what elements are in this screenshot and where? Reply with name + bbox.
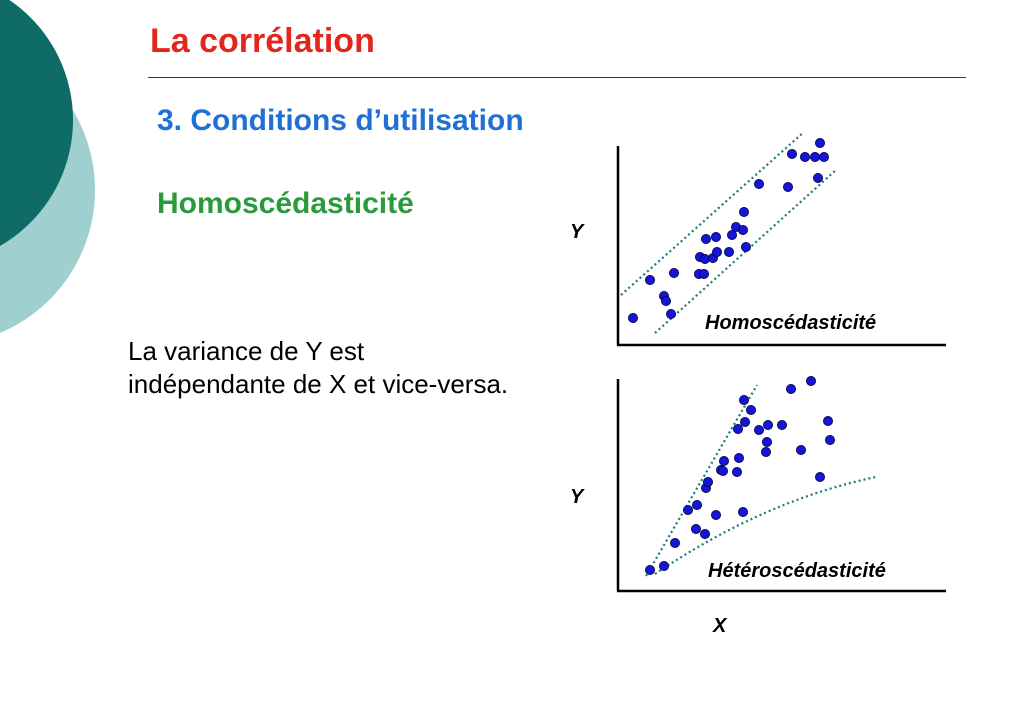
plot2-point [645, 565, 656, 576]
plot2-point [732, 466, 743, 477]
plot2-point [733, 423, 744, 434]
plot1-point [712, 246, 723, 257]
plot2-point [806, 375, 817, 386]
plot2-point [683, 504, 694, 515]
decorative-circles [0, 0, 95, 333]
plot1-point [813, 172, 824, 183]
plot2-point [815, 471, 826, 482]
plot2-y-label: Y [570, 486, 585, 508]
slide-subtitle: 3. Conditions d’utilisation [157, 104, 524, 137]
plot2-point [823, 415, 834, 426]
plot2-point [703, 476, 714, 487]
plot1-title: Homoscédasticité [705, 312, 876, 334]
plot1-point [787, 148, 798, 159]
plot1-point [819, 151, 830, 162]
plot1-point [699, 268, 710, 279]
plot2-band-upper [645, 384, 758, 577]
plot1-point [669, 267, 680, 278]
plot1-point [741, 241, 752, 252]
plot2-point [796, 444, 807, 455]
plot2-point [739, 394, 750, 405]
plot2-point [659, 561, 670, 572]
plot2-point [738, 506, 749, 517]
plot1-point [754, 178, 765, 189]
plot2-point [762, 436, 773, 447]
plot2-point [691, 524, 702, 535]
plot2-point [786, 383, 797, 394]
plot1-point [810, 151, 821, 162]
plot2-x-label: X [712, 615, 728, 637]
plot2-point [718, 465, 729, 476]
plot2-point [777, 419, 788, 430]
plot1-point [815, 137, 826, 148]
plot1-band-upper [620, 131, 805, 296]
plot1-point [701, 233, 712, 244]
plot1-point [727, 229, 738, 240]
plot1-point [783, 181, 794, 192]
section-heading: Homoscédasticité [157, 187, 414, 220]
title-divider [148, 77, 966, 78]
plot2-title: Hétéroscédasticité [708, 560, 886, 582]
plot2-point [761, 446, 772, 457]
plot1-point [661, 295, 672, 306]
plot2-point [754, 424, 765, 435]
plot1-y-label: Y [570, 221, 585, 243]
plot1-point [724, 246, 735, 257]
body-text: La variance de Y est indépendante de X e… [128, 336, 509, 399]
plot2-point [740, 416, 751, 427]
plot1-points [628, 137, 830, 323]
decorative-circle-dark [0, 0, 73, 246]
plot1-point [800, 151, 811, 162]
plot1-point [711, 231, 722, 242]
plot2-point [700, 529, 711, 540]
plot2-point [719, 455, 730, 466]
plot2-point [825, 434, 836, 445]
plot1-point [739, 206, 750, 217]
plot-heteroscedasticity: Y Hétéroscédasticité X [570, 375, 946, 637]
plot2-points [645, 375, 836, 576]
plot2-band-lower [654, 475, 877, 575]
plot1-point [738, 224, 749, 235]
plot1-point [628, 312, 639, 323]
plot2-point [711, 509, 722, 520]
plot2-point [734, 452, 745, 463]
plot2-point [670, 538, 681, 549]
slide-title: La corrélation [150, 22, 375, 60]
plot1-point [645, 274, 656, 285]
plot2-point [763, 419, 774, 430]
plot2-point [692, 499, 703, 510]
plot1-point [666, 308, 677, 319]
plot2-point [746, 404, 757, 415]
plot-homoscedasticity: Y Homoscédasticité [570, 131, 946, 347]
